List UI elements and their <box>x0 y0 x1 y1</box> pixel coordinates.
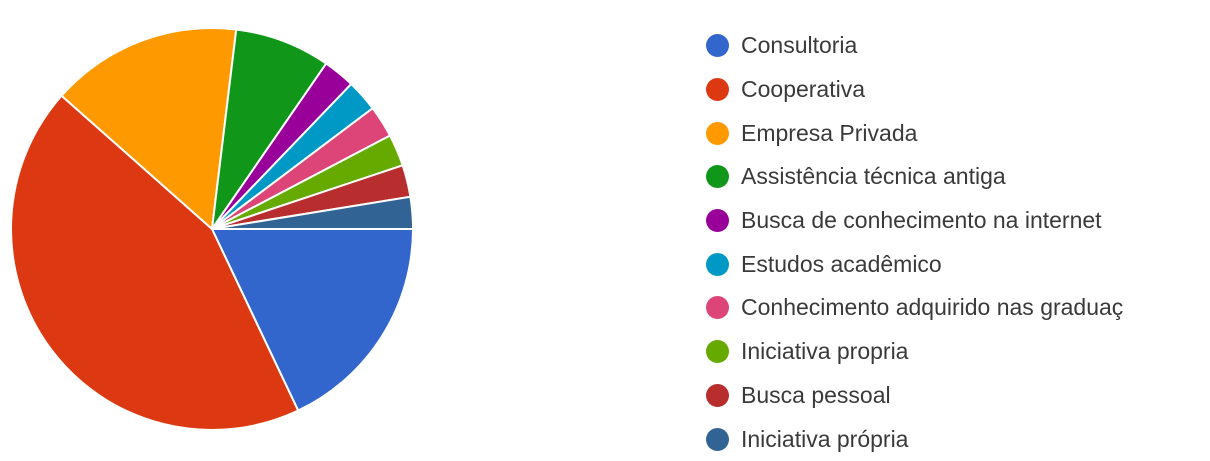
pie-chart <box>10 27 415 431</box>
legend-label: Empresa Privada <box>741 119 918 146</box>
legend-swatch <box>706 252 729 276</box>
legend-label: Busca de conhecimento na internet <box>741 207 1102 234</box>
legend-label: Iniciativa propria <box>741 338 909 365</box>
legend-label: Assistência técnica antiga <box>741 163 1006 190</box>
legend-swatch <box>706 34 729 58</box>
pie-slice-2 <box>10 94 300 431</box>
legend-label: Consultoria <box>741 32 858 59</box>
legend-item: Iniciativa propria <box>706 330 1206 374</box>
pie-slice-10 <box>211 195 415 230</box>
legend-label: Iniciativa própria <box>741 425 909 452</box>
legend-label: Estudos acadêmico <box>741 250 942 277</box>
legend-label: Busca pessoal <box>741 381 891 408</box>
pie-slice-3 <box>60 27 238 232</box>
legend-item: Busca de conhecimento na internet <box>706 199 1206 243</box>
legend-swatch <box>706 165 729 189</box>
legend-item: Iniciativa própria <box>706 417 1206 461</box>
legend-swatch <box>706 340 729 364</box>
legend-item: Empresa Privada <box>706 111 1206 155</box>
legend-swatch <box>706 383 729 407</box>
legend-label: Conhecimento adquirido nas graduaç <box>741 294 1124 321</box>
legend-item: Assistência técnica antiga <box>706 155 1206 199</box>
legend-swatch <box>706 296 729 320</box>
legend-item: Conhecimento adquirido nas graduaç <box>706 286 1206 330</box>
legend-item: Consultoria <box>706 24 1206 68</box>
legend: Consultoria Cooperativa Empresa Privada Ass… <box>706 24 1206 461</box>
legend-item: Busca pessoal <box>706 374 1206 418</box>
pie-slice-4 <box>211 28 328 230</box>
legend-item: Estudos acadêmico <box>706 242 1206 286</box>
legend-swatch <box>706 209 729 233</box>
legend-swatch <box>706 78 729 102</box>
legend-swatch <box>706 121 729 145</box>
legend-swatch <box>706 427 729 451</box>
pie-slice-1 <box>210 228 415 412</box>
legend-label: Cooperativa <box>741 76 866 103</box>
legend-item: Cooperativa <box>706 68 1206 112</box>
